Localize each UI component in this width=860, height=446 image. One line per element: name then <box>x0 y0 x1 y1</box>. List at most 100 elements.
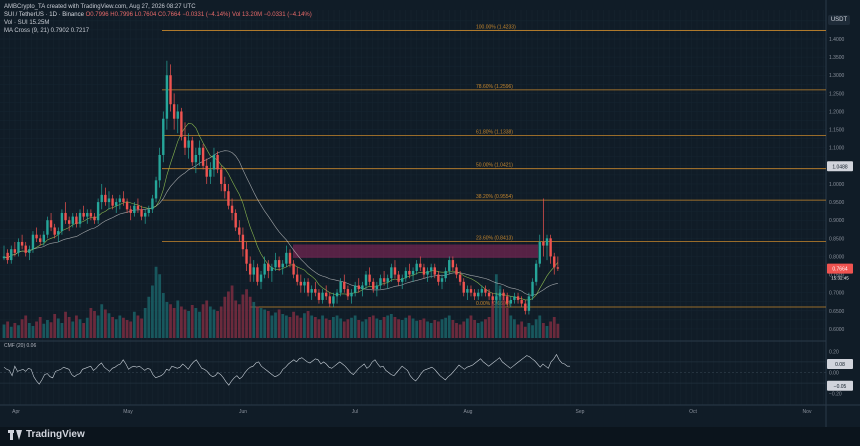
cmf-indicator: CMF (20) 0.06 <box>0 343 826 386</box>
volume-bar <box>277 309 281 338</box>
volume-bar <box>415 320 419 338</box>
volume-bar <box>169 304 172 338</box>
candle-body <box>382 278 386 282</box>
volume-bar <box>487 317 491 338</box>
candle-body <box>480 289 484 293</box>
volume-bar <box>158 274 162 338</box>
candle-body <box>466 289 469 293</box>
volume-bar <box>93 311 96 338</box>
volume-bar <box>469 315 473 338</box>
cmf-line <box>3 353 570 386</box>
candle-body <box>306 281 310 293</box>
volume-bar <box>129 321 133 338</box>
volume-bar <box>143 308 147 338</box>
volume-bar <box>212 309 216 338</box>
candle-body <box>473 292 476 297</box>
time-tick-label: Jul <box>352 409 358 415</box>
candle-body <box>524 303 527 311</box>
volume-bar <box>140 318 143 338</box>
candle-body <box>82 212 85 217</box>
candle-body <box>328 296 331 304</box>
candle-body <box>556 267 560 269</box>
fib-tag: 1.0488 <box>832 164 848 170</box>
candle-body <box>259 274 263 282</box>
volume-bar <box>523 326 527 338</box>
candle-body <box>379 278 382 286</box>
volume-bar <box>78 319 82 338</box>
volume-bar <box>151 285 154 338</box>
time-tick-label: May <box>123 409 133 415</box>
candle-body <box>187 140 190 148</box>
candle-body <box>245 249 248 264</box>
volume-bar <box>107 313 111 338</box>
volume-bar <box>256 306 259 338</box>
cmf-tag-a: 0.08 <box>835 362 845 368</box>
candle-body <box>538 241 541 264</box>
countdown-label: 15:32:45 <box>831 276 849 281</box>
time-tick-label: Nov <box>803 409 812 415</box>
candle-body <box>100 194 103 203</box>
tradingview-logo[interactable]: TradingView <box>8 429 85 440</box>
volume-bar <box>520 321 524 338</box>
volume-legend[interactable]: Vol · SUI 15.25M <box>4 20 50 26</box>
ma-cross-legend[interactable]: MA Cross (9, 21) 0.7902 0.7217 <box>4 28 90 34</box>
candle-body <box>248 263 252 275</box>
currency-button[interactable]: USDT <box>828 15 850 25</box>
candle-body <box>310 289 313 293</box>
symbol-label[interactable]: SUI / TetherUS · 1D · Binance <box>4 12 84 18</box>
candle-body <box>57 231 60 235</box>
candle-body <box>332 296 335 304</box>
volume-bar <box>96 315 100 338</box>
candle-body <box>469 289 473 293</box>
ma-slow-line <box>3 150 558 296</box>
candle-body <box>162 118 165 155</box>
candle-body <box>509 299 512 304</box>
candle-body <box>60 212 64 232</box>
cmf-tag-b: −0.05 <box>834 384 847 390</box>
last-price-tag: 0.7664 <box>832 267 848 273</box>
candle-body <box>534 263 538 282</box>
volume-bar <box>494 274 498 338</box>
volume-bar <box>552 317 556 338</box>
volume-bar <box>35 321 38 338</box>
candle-body <box>429 267 433 271</box>
volume-bar <box>56 318 60 338</box>
volume-bar <box>480 321 484 338</box>
candle-body <box>71 216 74 224</box>
candle-body <box>140 209 143 217</box>
candle-body <box>346 289 350 297</box>
volume-bar <box>447 315 451 338</box>
volume-bar <box>527 323 531 338</box>
volume-bar <box>371 315 375 338</box>
volume-bar <box>379 320 382 338</box>
volume-bar <box>375 318 379 338</box>
fib-label: 78.60% (1.2596) <box>476 84 513 90</box>
candle-body <box>35 234 38 239</box>
candle-body <box>230 205 234 213</box>
candle-body <box>317 292 321 300</box>
candle-body <box>364 274 368 286</box>
candle-body <box>361 285 364 290</box>
fib-label: 50.00% (1.0421) <box>476 163 513 169</box>
candle-body <box>484 289 487 293</box>
tradingview-logo-icon <box>8 429 22 440</box>
volume-bar <box>20 319 24 338</box>
volume-bar <box>284 315 288 338</box>
volume-bar <box>60 323 64 338</box>
price-tick-label: 1.2500 <box>829 91 845 97</box>
candle-body <box>455 267 458 275</box>
volume-bar <box>382 317 386 338</box>
candle-body <box>350 292 353 297</box>
candle-body <box>107 198 111 203</box>
volume-bar <box>303 313 306 338</box>
volume-bar <box>513 319 516 338</box>
volume-bar <box>38 317 42 338</box>
candle-body <box>10 249 13 261</box>
volume-bar <box>429 323 433 338</box>
volume-bar <box>13 323 17 338</box>
ma-fast-line <box>3 122 559 301</box>
volume-bar <box>545 326 549 338</box>
candle-body <box>31 234 35 250</box>
volume-bar <box>505 308 509 338</box>
